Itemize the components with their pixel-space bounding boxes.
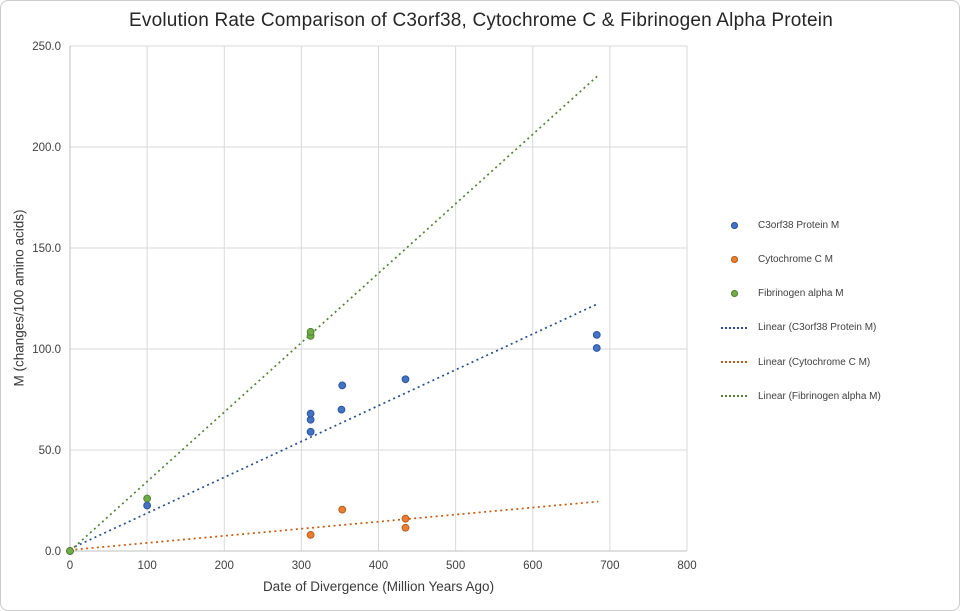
y-tick-label: 250.0 — [32, 41, 61, 53]
x-tick-label: 600 — [523, 560, 542, 572]
y-tick-label: 150.0 — [32, 243, 61, 255]
data-point — [306, 327, 315, 336]
legend-dotted-line-icon — [713, 326, 755, 329]
legend-marker-shape — [730, 255, 738, 263]
legend-item: Linear (C3orf38 Protein M) — [713, 318, 953, 338]
data-point — [306, 530, 315, 539]
legend-marker-shape — [730, 221, 738, 229]
legend-item: C3orf38 Protein M — [713, 215, 953, 235]
legend-label: C3orf38 Protein M — [758, 219, 840, 231]
data-point — [401, 514, 410, 523]
data-point — [306, 427, 315, 436]
data-point — [592, 330, 601, 339]
legend-dotted-line-icon — [713, 395, 755, 398]
legend-item: Linear (Fibrinogen alpha M) — [713, 386, 953, 406]
legend-label: Linear (Fibrinogen alpha M) — [758, 390, 881, 402]
legend-label: Cytochrome C M — [758, 253, 834, 265]
data-point — [338, 505, 347, 514]
data-point — [592, 344, 601, 352]
legend-dot-marker-icon — [713, 290, 755, 298]
y-tick-label: 100.0 — [32, 344, 61, 356]
trendline — [69, 500, 599, 551]
legend-marker-shape — [721, 395, 747, 398]
trendline — [69, 302, 599, 550]
data-point — [143, 494, 152, 503]
x-tick-label: 100 — [138, 560, 157, 572]
legend-marker-shape — [721, 361, 747, 364]
legend-item: Cytochrome C M — [713, 249, 953, 269]
data-point — [66, 547, 74, 555]
x-tick-label: 0 — [67, 560, 73, 572]
legend-dot-marker-icon — [713, 255, 755, 263]
x-tick-label: 700 — [600, 560, 619, 572]
legend-item: Fibrinogen alpha M — [713, 284, 953, 304]
legend-item: Linear (Cytochrome C M) — [713, 352, 953, 372]
data-point — [338, 381, 347, 390]
x-axis-title: Date of Divergence (Million Years Ago) — [262, 579, 495, 594]
legend-marker-shape — [730, 290, 738, 298]
data-point — [401, 523, 410, 532]
data-point — [143, 501, 152, 510]
legend-dot-marker-icon — [713, 221, 755, 229]
y-tick-label: 0.0 — [45, 546, 61, 558]
legend-label: Fibrinogen alpha M — [758, 288, 844, 300]
data-point — [401, 375, 410, 384]
x-tick-label: 400 — [369, 560, 388, 572]
legend-label: Linear (C3orf38 Protein M) — [758, 322, 877, 334]
legend-marker-shape — [721, 326, 747, 329]
legend: C3orf38 Protein M Cytochrome C M Fibrinoge… — [713, 215, 953, 421]
chart-title: Evolution Rate Comparison of C3orf38, Cy… — [129, 10, 833, 31]
legend-dotted-line-icon — [713, 361, 755, 364]
x-tick-label: 200 — [215, 560, 234, 572]
y-tick-label: 200.0 — [32, 142, 61, 154]
legend-label: Linear (Cytochrome C M) — [758, 356, 871, 368]
x-tick-label: 800 — [677, 560, 696, 572]
y-axis-title: M (changes/100 amino acids) — [11, 209, 27, 387]
data-point — [337, 405, 346, 414]
x-tick-label: 500 — [446, 560, 465, 572]
x-tick-label: 300 — [292, 560, 311, 572]
y-tick-label: 50.0 — [39, 445, 61, 457]
data-point — [306, 409, 315, 418]
